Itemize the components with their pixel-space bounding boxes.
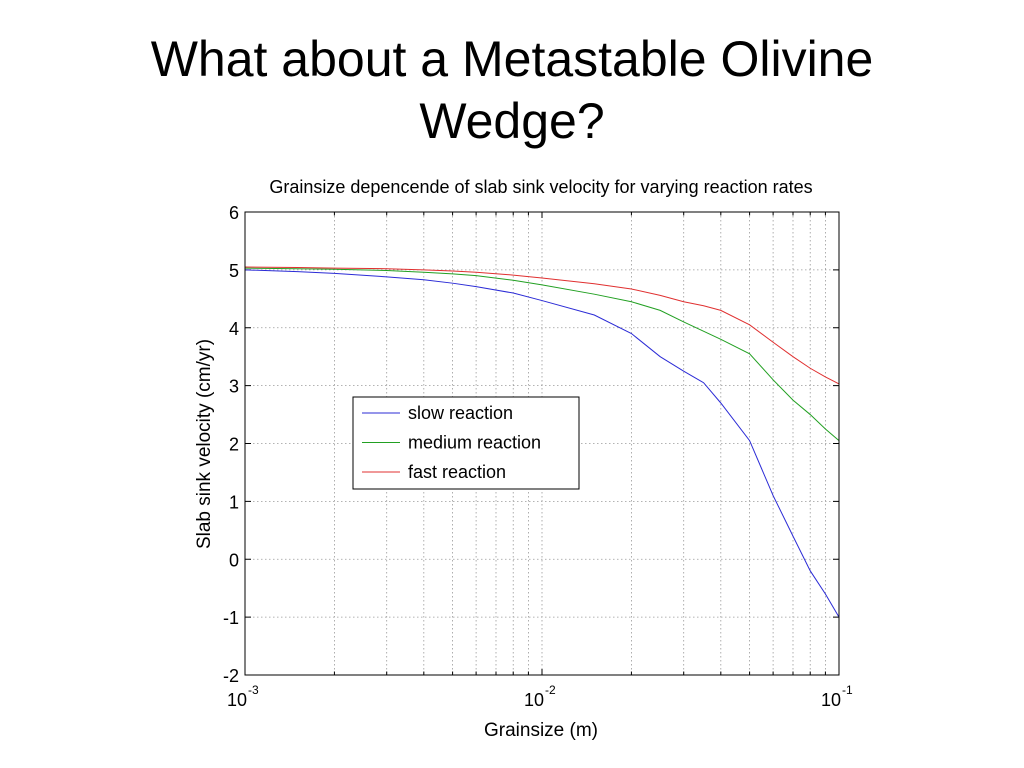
legend-label: medium reaction bbox=[408, 433, 541, 453]
y-tick-label: 5 bbox=[229, 261, 239, 281]
y-tick-label: 0 bbox=[229, 550, 239, 570]
slide-title: What about a Metastable Olivine Wedge? bbox=[0, 28, 1024, 152]
y-tick-label: 3 bbox=[229, 377, 239, 397]
x-tick-label-base: 10 bbox=[524, 690, 544, 710]
x-tick-label-exponent: -3 bbox=[248, 683, 259, 697]
legend: slow reaction medium reaction fast reactio… bbox=[352, 396, 580, 490]
x-tick-label: 10 -2 bbox=[524, 683, 556, 710]
y-tick-label: 6 bbox=[229, 203, 239, 223]
legend-label: slow reaction bbox=[408, 403, 513, 423]
y-tick-label: 4 bbox=[229, 319, 239, 339]
x-tick-label-base: 10 bbox=[227, 690, 247, 710]
y-axis-label: Slab sink velocity (cm/yr) bbox=[194, 339, 215, 549]
x-tick-label-exponent: -2 bbox=[545, 683, 556, 697]
y-tick-label: -2 bbox=[223, 666, 239, 686]
y-tick-label: -1 bbox=[223, 608, 239, 628]
x-tick-label-exponent: -1 bbox=[842, 683, 853, 697]
series-line-fast-reaction bbox=[244, 266, 840, 385]
y-tick-labels: -2 -1 0 1 2 3 4 5 6 bbox=[223, 203, 239, 686]
plot-frame bbox=[244, 211, 840, 676]
series-lines bbox=[244, 266, 840, 618]
x-tick-label: 10 -1 bbox=[821, 683, 853, 710]
legend-label: fast reaction bbox=[408, 462, 506, 482]
x-axis-label: Grainsize (m) bbox=[484, 720, 598, 741]
series-line-slow-reaction bbox=[244, 269, 840, 618]
series-line-medium-reaction bbox=[244, 267, 840, 441]
y-tick-label: 1 bbox=[229, 492, 239, 512]
x-tick-labels: 10 -3 10 -2 10 -1 bbox=[227, 683, 853, 710]
slide-title-line-2: Wedge? bbox=[419, 93, 605, 149]
x-tick-label-base: 10 bbox=[821, 690, 841, 710]
chart-title: Grainsize depencende of slab sink veloci… bbox=[269, 177, 812, 197]
y-tick-label: 2 bbox=[229, 435, 239, 455]
slide-title-line-1: What about a Metastable Olivine bbox=[150, 31, 874, 87]
x-tick-label: 10 -3 bbox=[227, 683, 259, 710]
